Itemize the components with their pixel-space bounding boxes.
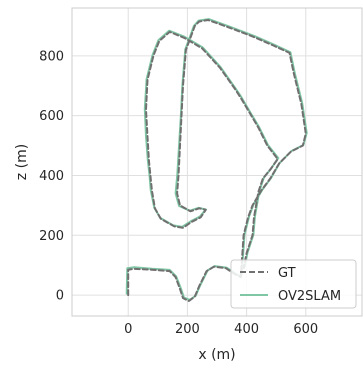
y-tick-label: 0 <box>56 289 64 304</box>
legend-ov2slam-label: OV2SLAM <box>278 289 341 304</box>
y-tick-label: 600 <box>39 109 64 124</box>
y-tick-label: 200 <box>39 229 64 244</box>
x-tick-label: 0 <box>124 322 132 337</box>
series-layer <box>125 18 308 302</box>
y-axis-label: z (m) <box>14 144 30 180</box>
x-axis-label: x (m) <box>198 347 235 363</box>
legend: GT OV2SLAM <box>230 259 357 309</box>
x-tick-label: 200 <box>175 322 200 337</box>
x-tick-label: 400 <box>234 322 259 337</box>
y-tick-label: 800 <box>39 49 64 64</box>
legend-gt-label: GT <box>278 266 296 281</box>
x-tick-label: 600 <box>293 322 318 337</box>
gt-trajectory-line <box>127 19 307 302</box>
plot-frame <box>71 7 363 317</box>
tick-labels: 0 200 400 600 0 200 400 600 800 <box>39 49 318 337</box>
y-tick-label: 400 <box>39 169 64 184</box>
grid-lines <box>72 8 362 316</box>
